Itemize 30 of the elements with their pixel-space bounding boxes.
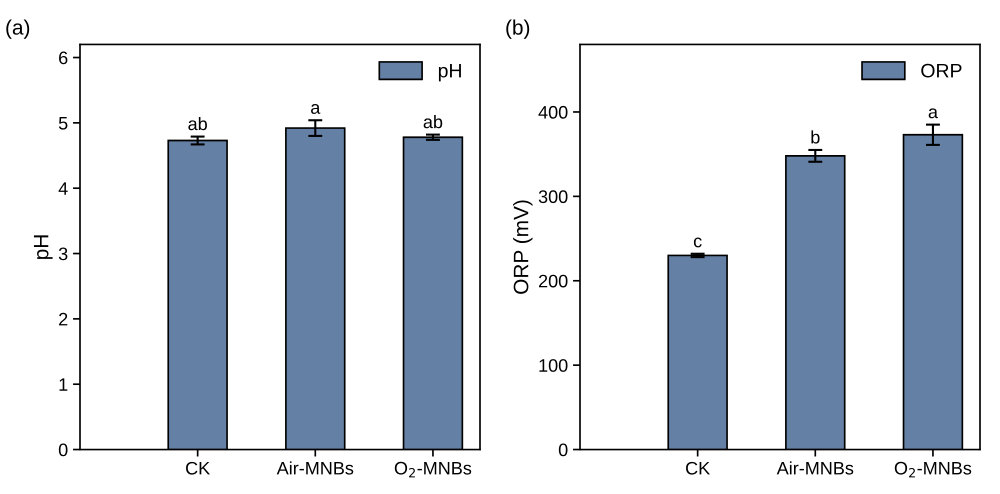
- y-tick-label: 300: [538, 190, 568, 204]
- y-tick-label: 4: [58, 182, 68, 195]
- y-tick-label: 1: [60, 378, 68, 391]
- annotation: b: [811, 130, 820, 144]
- y-axis-title: ORP (mV): [513, 200, 533, 294]
- chart-title: (a): [6, 19, 30, 39]
- legend-label: ORP: [921, 64, 962, 78]
- chart-title: (b): [506, 19, 530, 39]
- y-tick-label: 0: [558, 443, 568, 456]
- legend-label: pH: [438, 64, 461, 82]
- x-tick-label: CK: [186, 462, 210, 475]
- x-tick-label: Air-MNBs: [776, 461, 854, 475]
- annotation: a: [311, 104, 320, 114]
- x-tick-label: CK: [686, 462, 710, 475]
- y-tick-label: 400: [538, 106, 568, 119]
- x-tick-label: O$_{2}$-MNBs: [394, 462, 472, 478]
- x-tick-label: Air-MNBs: [276, 461, 354, 475]
- y-tick-label: 0: [58, 443, 68, 456]
- annotation: ab: [424, 115, 442, 128]
- annotation: c: [694, 238, 702, 248]
- y-tick-label: 3: [58, 247, 68, 260]
- y-tick-label: 2: [59, 312, 68, 326]
- x-tick-label: O$_{2}$-MNBs: [894, 462, 972, 478]
- y-tick-label: 5: [58, 116, 68, 130]
- annotation: a: [928, 108, 938, 118]
- annotation: ab: [188, 116, 207, 130]
- y-axis-title: pH: [34, 235, 53, 259]
- y-tick-label: 200: [538, 274, 568, 288]
- y-tick-label: 6: [59, 51, 68, 64]
- y-tick-label: 100: [539, 359, 568, 372]
